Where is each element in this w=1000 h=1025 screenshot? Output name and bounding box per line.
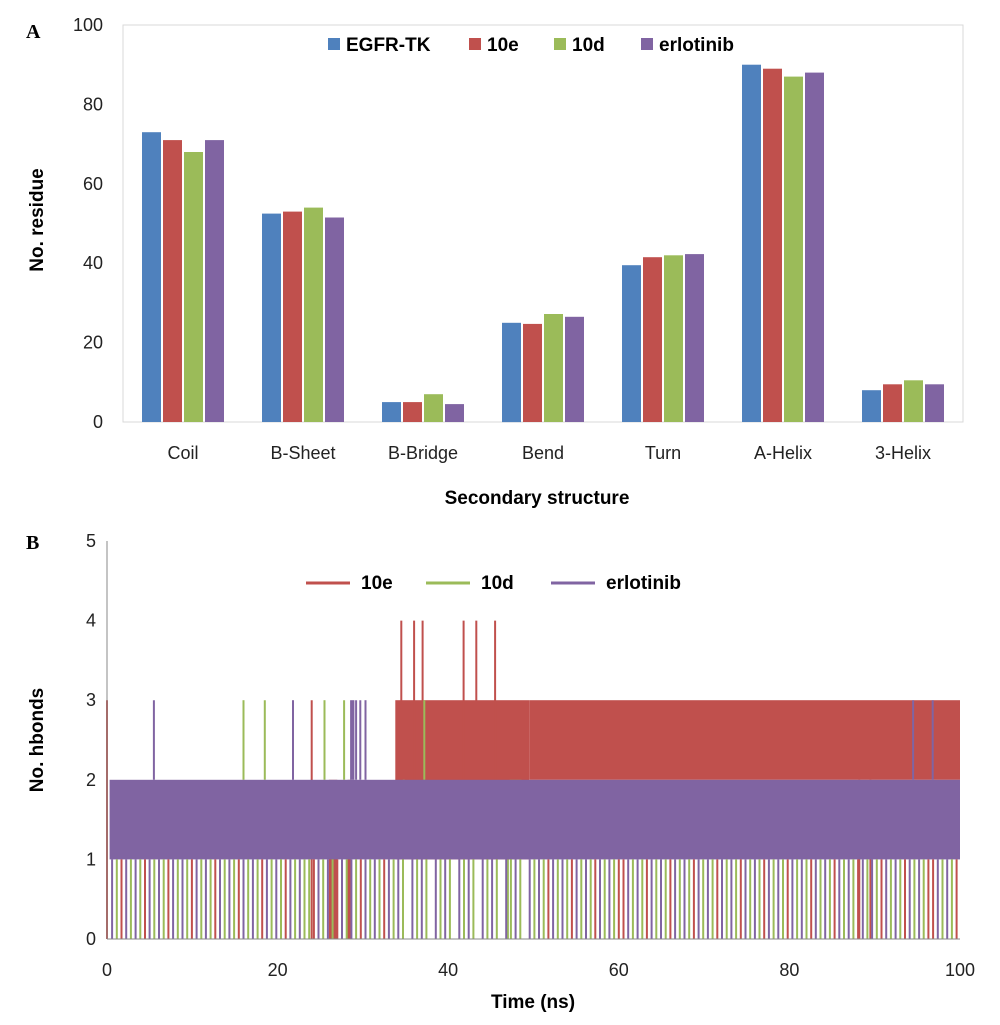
legend-entry-erlotinib: erlotinib xyxy=(641,35,734,56)
hbond-band-erlotinib xyxy=(350,700,355,780)
legend-swatch xyxy=(554,38,566,50)
bar-10d-turn xyxy=(664,255,683,422)
legend-label: 10d xyxy=(572,35,605,56)
panel-a-bar-chart: A 0 20 40 60 80 100 Coil B-Sheet B-Bridge Bend Tu… xyxy=(26,15,964,509)
legend-label: erlotinib xyxy=(606,573,681,594)
panel-b-y-tick-label: 0 xyxy=(86,929,96,949)
panel-a-x-tick-label: B-Bridge xyxy=(388,443,458,463)
panel-a-y-axis-title: No. residue xyxy=(27,168,48,271)
hbond-band-10e xyxy=(529,700,960,780)
bar-erlotinib-3-helix xyxy=(925,384,944,422)
bar-10e-turn xyxy=(643,257,662,422)
panel-a-x-tick-label: Coil xyxy=(167,443,198,463)
legend-label: 10e xyxy=(487,35,519,56)
bar-erlotinib-bend xyxy=(565,316,584,422)
bar-egfr-tk-a-helix xyxy=(742,64,761,422)
panel-a-y-tick-label: 100 xyxy=(73,15,103,35)
panel-b-x-tick-label: 80 xyxy=(779,960,799,980)
bar-erlotinib-a-helix xyxy=(805,72,824,422)
bar-10e-a-helix xyxy=(763,68,782,422)
panel-a-x-tick-label: B-Sheet xyxy=(270,443,335,463)
panel-b-y-tick-label: 2 xyxy=(86,770,96,790)
legend-swatch xyxy=(641,38,653,50)
panel-a-y-tick-label: 80 xyxy=(83,94,103,114)
panel-a-x-tick-label: 3-Helix xyxy=(875,443,931,463)
bar-egfr-tk-turn xyxy=(622,265,641,422)
legend-label: EGFR-TK xyxy=(346,35,431,56)
panel-b-y-tick-label: 3 xyxy=(86,690,96,710)
panel-b-y-tick-label: 4 xyxy=(86,611,96,631)
panel-a-x-axis-title: Secondary structure xyxy=(445,488,630,509)
bar-10d-b-bridge xyxy=(424,394,443,422)
panel-b-x-tick-label: 40 xyxy=(438,960,458,980)
bar-10e-coil xyxy=(163,140,182,422)
panel-b-y-tick-label: 5 xyxy=(86,531,96,551)
bar-10e-b-sheet xyxy=(283,211,302,422)
legend-label: erlotinib xyxy=(659,35,734,56)
legend-label: 10d xyxy=(481,573,514,594)
panel-a-y-tick-label: 0 xyxy=(93,412,103,432)
legend-entry-10e: 10e xyxy=(306,573,393,594)
hbond-band-erlotinib xyxy=(109,779,961,860)
panel-a-x-tick-label: Turn xyxy=(645,443,681,463)
panel-b-x-tick-label: 60 xyxy=(609,960,629,980)
panel-b-x-tick-label: 100 xyxy=(945,960,975,980)
bar-egfr-tk-bend xyxy=(502,322,521,423)
panel-a-y-tick-label: 40 xyxy=(83,253,103,273)
panel-a-label: A xyxy=(26,21,41,43)
panel-a-x-tick-label: Bend xyxy=(522,443,564,463)
bar-10d-bend xyxy=(544,314,563,422)
panel-b-x-axis-title: Time (ns) xyxy=(491,992,575,1013)
panel-b-line-chart: B 0 1 2 3 4 5 0 20 40 60 80 100 10e 10d erlotinib Ti… xyxy=(26,531,975,1013)
legend-label: 10e xyxy=(361,573,393,594)
legend-entry-erlotinib: erlotinib xyxy=(551,573,681,594)
panel-b-x-tick-label: 0 xyxy=(102,960,112,980)
bar-erlotinib-turn xyxy=(685,254,704,422)
legend-entry-10e: 10e xyxy=(469,35,519,56)
bar-10e-bend xyxy=(523,323,542,422)
bar-10e-3-helix xyxy=(883,384,902,422)
bar-10d-coil xyxy=(184,152,203,422)
low-level-traces xyxy=(111,859,958,939)
series-erlotinib xyxy=(109,700,961,860)
bar-erlotinib-b-bridge xyxy=(445,404,464,422)
bar-erlotinib-b-sheet xyxy=(325,217,344,422)
bar-egfr-tk-3-helix xyxy=(862,390,881,422)
bar-erlotinib-coil xyxy=(205,140,224,422)
panel-b-label: B xyxy=(26,532,39,554)
legend-entry-10d: 10d xyxy=(554,35,605,56)
bar-10e-b-bridge xyxy=(403,402,422,422)
panel-a-plot-frame xyxy=(122,24,964,423)
panel-a-x-tick-label: A-Helix xyxy=(754,443,812,463)
panel-b-x-tick-label: 20 xyxy=(268,960,288,980)
legend-entry-egfr-tk: EGFR-TK xyxy=(328,35,431,56)
legend-swatch xyxy=(328,38,340,50)
bar-10d-3-helix xyxy=(904,380,923,422)
bar-10d-a-helix xyxy=(784,76,803,422)
bar-egfr-tk-b-sheet xyxy=(262,213,281,422)
panel-b-y-axis-title: No. hbonds xyxy=(27,688,48,792)
bar-egfr-tk-coil xyxy=(142,132,161,422)
bar-10d-b-sheet xyxy=(304,207,323,422)
panel-a-y-tick-label: 60 xyxy=(83,174,103,194)
legend-entry-10d: 10d xyxy=(426,573,514,594)
panel-b-y-tick-label: 1 xyxy=(86,849,96,869)
legend-swatch xyxy=(469,38,481,50)
hbond-band-10e xyxy=(347,779,351,939)
bar-egfr-tk-b-bridge xyxy=(382,402,401,422)
panel-a-y-tick-label: 20 xyxy=(83,333,103,353)
